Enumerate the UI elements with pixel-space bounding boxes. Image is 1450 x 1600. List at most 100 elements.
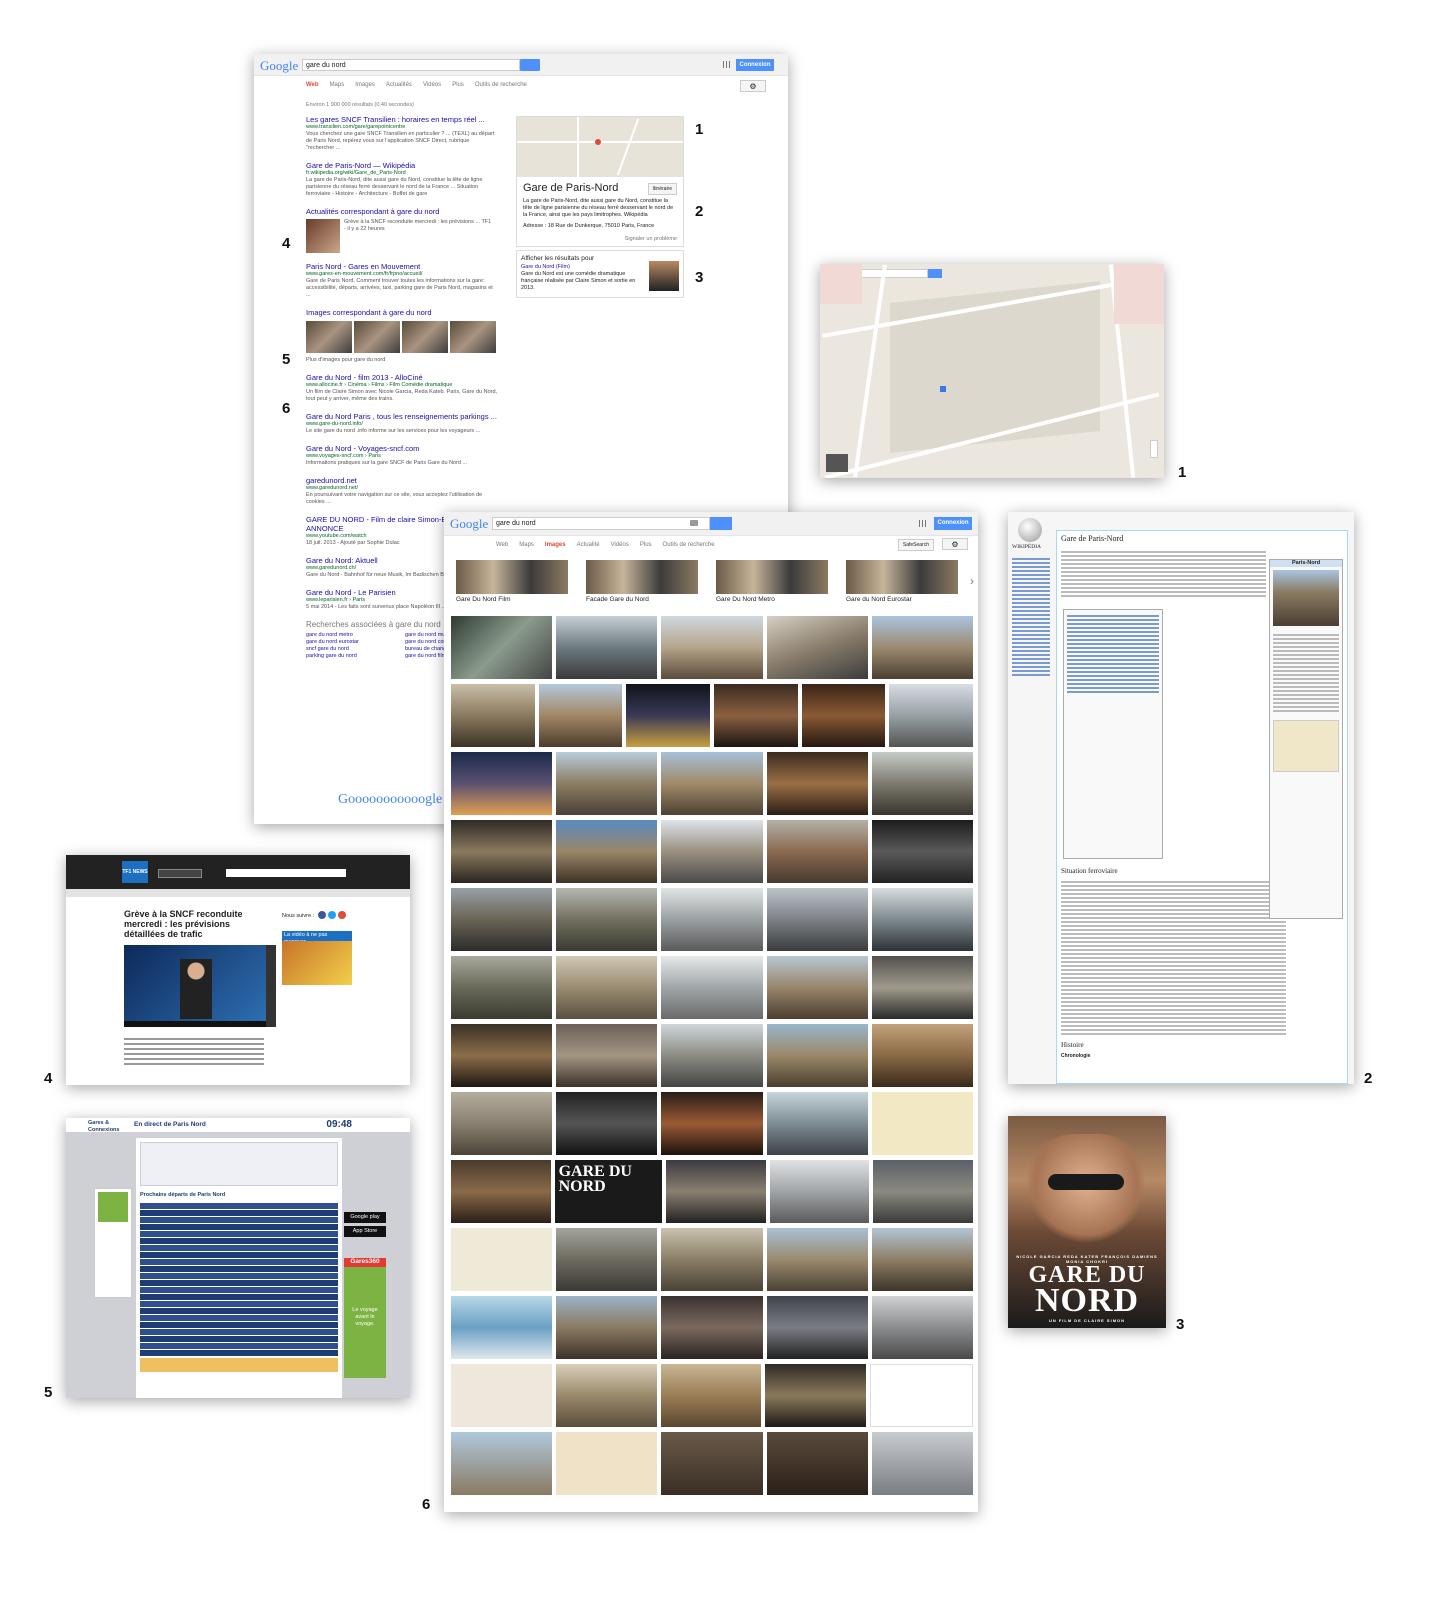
image-thumbnail[interactable] bbox=[870, 1364, 973, 1427]
camera-icon[interactable] bbox=[690, 520, 698, 526]
result-title[interactable]: Gare du Nord: Aktuell bbox=[306, 556, 378, 565]
tab-maps[interactable]: Maps bbox=[329, 82, 345, 88]
image-thumbnail[interactable] bbox=[451, 1432, 553, 1495]
image-thumbnail[interactable] bbox=[556, 616, 658, 679]
image-thumbnail[interactable] bbox=[661, 616, 763, 679]
settings-gear-icon[interactable]: ⚙ bbox=[740, 80, 766, 92]
tab-actualites[interactable]: Actualités bbox=[385, 82, 412, 88]
departures-table[interactable] bbox=[140, 1203, 338, 1356]
category-item[interactable]: Facade Gare du Nord bbox=[586, 560, 698, 603]
image-thumbnail[interactable] bbox=[451, 820, 553, 883]
zoom-control[interactable] bbox=[1150, 440, 1158, 458]
image-thumbnail[interactable] bbox=[661, 888, 763, 951]
image-thumbnail[interactable] bbox=[661, 820, 763, 883]
result-title[interactable]: Gare de Paris-Nord — Wikipédia bbox=[306, 161, 416, 170]
images-apps-icon[interactable] bbox=[919, 520, 926, 527]
gares360-banner[interactable]: Gares360 Le voyage avant le voyage. bbox=[344, 1258, 386, 1378]
image-thumbnail[interactable] bbox=[451, 956, 553, 1019]
image-thumbnail[interactable] bbox=[556, 956, 658, 1019]
tab-videos[interactable]: Vidéos bbox=[422, 82, 442, 88]
result-title[interactable]: Images correspondant à gare du nord bbox=[306, 308, 432, 317]
tab-web[interactable]: Web bbox=[306, 82, 319, 88]
image-thumbnail[interactable] bbox=[871, 752, 974, 815]
image-thumbnail[interactable] bbox=[765, 1364, 867, 1427]
image-thumbnail[interactable] bbox=[766, 1228, 868, 1291]
infobox-map[interactable] bbox=[1273, 720, 1339, 772]
image-thumbnail[interactable] bbox=[556, 888, 658, 951]
metro-marker-icon[interactable] bbox=[940, 386, 946, 392]
image-thumbnail[interactable] bbox=[626, 684, 711, 747]
image-thumbnail[interactable] bbox=[714, 684, 798, 747]
image-thumbnail[interactable] bbox=[556, 1432, 658, 1495]
image-thumbnail[interactable] bbox=[451, 1296, 553, 1359]
image-thumbnail[interactable] bbox=[661, 752, 763, 815]
wikipedia-globe-icon[interactable] bbox=[1018, 518, 1042, 542]
images-search-button[interactable] bbox=[710, 517, 732, 530]
image-thumbnail[interactable] bbox=[451, 1160, 551, 1223]
google-play-badge[interactable]: Google play bbox=[344, 1212, 386, 1223]
pager-logo[interactable]: Gooooooooooogle bbox=[338, 792, 443, 807]
image-thumbnail[interactable] bbox=[660, 1364, 762, 1427]
twitter-icon[interactable] bbox=[328, 911, 336, 919]
related-link[interactable]: gare du nord consigne bbox=[405, 639, 460, 645]
image-thumbnail[interactable] bbox=[889, 684, 974, 747]
search-input[interactable]: gare du nord bbox=[302, 59, 520, 71]
related-link[interactable]: gare du nord film bbox=[405, 653, 447, 659]
result-title[interactable]: Gare du Nord - film 2013 - AlloCiné bbox=[306, 373, 423, 382]
category-item[interactable]: Gare Du Nord Film bbox=[456, 560, 568, 603]
tab-maps[interactable]: Maps bbox=[519, 542, 534, 548]
safesearch-dropdown[interactable]: SafeSearch bbox=[897, 539, 934, 551]
result-title[interactable]: garedunord.net bbox=[306, 476, 357, 485]
image-thumbnail[interactable] bbox=[801, 684, 886, 747]
googleplus-icon[interactable] bbox=[338, 911, 346, 919]
google-logo[interactable]: Google bbox=[260, 58, 299, 73]
result-title[interactable]: Actualités correspondant à gare du nord bbox=[306, 207, 440, 216]
images-search-input[interactable]: gare du nord bbox=[492, 517, 710, 530]
image-thumbnail[interactable] bbox=[871, 1024, 974, 1087]
related-link[interactable]: parking gare du nord bbox=[306, 653, 357, 659]
search-button[interactable] bbox=[520, 59, 540, 71]
featured-video-thumbnail[interactable] bbox=[282, 941, 352, 985]
tab-tools[interactable]: Outils de recherche bbox=[474, 82, 527, 88]
category-item[interactable]: Gare Du Nord Metro bbox=[716, 560, 828, 603]
tab-plus[interactable]: Plus bbox=[452, 82, 464, 88]
image-thumbnail[interactable] bbox=[451, 684, 535, 747]
image-thumbnail[interactable] bbox=[871, 1296, 974, 1359]
image-thumbnail[interactable] bbox=[871, 956, 974, 1019]
image-thumbnail[interactable] bbox=[451, 1024, 553, 1087]
image-thumbnail[interactable] bbox=[556, 1024, 658, 1087]
image-thumbnail[interactable] bbox=[873, 1160, 973, 1223]
map-search-button[interactable] bbox=[928, 269, 942, 278]
image-thumbnail[interactable] bbox=[555, 1364, 657, 1427]
result-title[interactable]: Gare du Nord Paris , tous les renseignem… bbox=[306, 412, 497, 421]
result-title[interactable]: Gare du Nord - Voyages-sncf.com bbox=[306, 444, 420, 453]
news-search-input[interactable] bbox=[226, 869, 346, 877]
image-thumbnail[interactable] bbox=[871, 1228, 974, 1291]
image-thumbnail[interactable] bbox=[556, 1092, 658, 1155]
image-thumbnail[interactable] bbox=[661, 1024, 763, 1087]
facebook-icon[interactable] bbox=[318, 911, 326, 919]
related-link[interactable]: sncf gare du nord bbox=[306, 646, 349, 652]
related-link[interactable]: gare du nord metro bbox=[306, 632, 353, 638]
image-thumbnail[interactable] bbox=[661, 956, 763, 1019]
film-poster-thumbnail[interactable] bbox=[649, 261, 679, 291]
images-connexion-button[interactable]: Connexion bbox=[934, 517, 972, 530]
infobox-photo[interactable] bbox=[1273, 570, 1339, 626]
news-video-player[interactable] bbox=[124, 945, 266, 1027]
image-thumbnail[interactable] bbox=[871, 820, 974, 883]
image-thumbnail[interactable] bbox=[871, 616, 974, 679]
image-thumbnail[interactable] bbox=[766, 1432, 868, 1495]
news-logo[interactable]: TF1 NEWS bbox=[122, 861, 148, 883]
result-title[interactable]: Gare du Nord - Le Parisien bbox=[306, 588, 396, 597]
image-thumbnail[interactable] bbox=[661, 1092, 763, 1155]
image-thumbnail[interactable] bbox=[766, 1296, 868, 1359]
video-button[interactable] bbox=[158, 869, 202, 878]
app-store-badge[interactable]: App Store bbox=[344, 1226, 386, 1237]
result-title[interactable]: GARE DU NORD - Film de claire Simon-BAND… bbox=[306, 515, 468, 533]
image-thumbnail[interactable] bbox=[451, 888, 553, 951]
tab-web[interactable]: Web bbox=[496, 542, 509, 548]
image-thumbnail[interactable] bbox=[871, 1092, 974, 1155]
image-thumbnail[interactable] bbox=[661, 1228, 763, 1291]
image-thumbnail[interactable] bbox=[451, 1092, 553, 1155]
image-thumbnail[interactable] bbox=[766, 616, 868, 679]
